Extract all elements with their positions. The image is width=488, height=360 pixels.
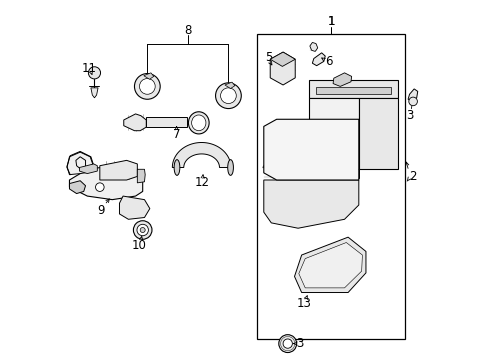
Text: 11: 11 [81, 62, 97, 75]
Polygon shape [137, 169, 145, 183]
Text: 3: 3 [296, 337, 303, 350]
Polygon shape [407, 89, 417, 102]
Polygon shape [312, 53, 325, 66]
Text: 2: 2 [408, 170, 415, 183]
Circle shape [283, 339, 292, 348]
Circle shape [408, 97, 417, 106]
Circle shape [215, 83, 241, 109]
Polygon shape [294, 237, 365, 293]
Circle shape [140, 228, 145, 233]
Polygon shape [358, 98, 397, 169]
Polygon shape [270, 52, 295, 85]
Ellipse shape [174, 159, 180, 175]
Polygon shape [315, 87, 390, 94]
Polygon shape [224, 82, 234, 89]
Polygon shape [119, 196, 149, 219]
Polygon shape [123, 114, 146, 131]
Text: 5: 5 [264, 51, 271, 64]
Text: 13: 13 [296, 297, 310, 310]
Text: 4: 4 [261, 160, 268, 173]
Text: 10: 10 [131, 239, 146, 252]
Polygon shape [263, 119, 358, 180]
Polygon shape [308, 80, 397, 98]
Polygon shape [308, 98, 358, 169]
Ellipse shape [188, 112, 209, 134]
Ellipse shape [191, 115, 205, 131]
Polygon shape [67, 152, 94, 175]
Polygon shape [100, 160, 137, 180]
Text: 8: 8 [184, 24, 191, 37]
Circle shape [278, 335, 296, 352]
Text: 7: 7 [173, 128, 180, 141]
Circle shape [88, 67, 101, 79]
Text: 3: 3 [406, 109, 413, 122]
Circle shape [134, 73, 160, 99]
Polygon shape [298, 243, 362, 288]
Circle shape [139, 78, 155, 94]
Circle shape [95, 183, 104, 192]
Polygon shape [69, 166, 142, 200]
Polygon shape [69, 181, 85, 194]
Text: 1: 1 [326, 14, 334, 27]
Ellipse shape [227, 159, 233, 175]
Polygon shape [270, 52, 295, 66]
Polygon shape [172, 143, 230, 167]
Polygon shape [80, 164, 97, 174]
Polygon shape [309, 42, 317, 51]
Circle shape [220, 88, 236, 104]
Polygon shape [91, 88, 98, 98]
Bar [257, 33, 405, 339]
Polygon shape [146, 117, 187, 127]
Text: 9: 9 [97, 204, 104, 217]
Polygon shape [143, 73, 153, 79]
Polygon shape [308, 169, 358, 178]
Text: 6: 6 [325, 55, 332, 68]
Text: 12: 12 [194, 176, 209, 189]
Polygon shape [263, 180, 358, 228]
Circle shape [137, 224, 148, 236]
Circle shape [133, 221, 152, 239]
Text: 1: 1 [326, 14, 334, 27]
Polygon shape [332, 73, 351, 86]
